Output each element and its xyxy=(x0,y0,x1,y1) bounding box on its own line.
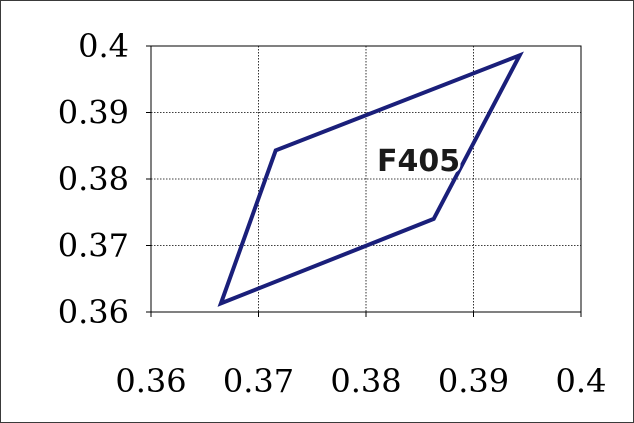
x-tick-label: 0.4 xyxy=(556,362,607,400)
x-tick-label: 0.39 xyxy=(438,362,509,400)
x-tick-label: 0.36 xyxy=(115,362,186,400)
y-tick-label: 0.37 xyxy=(58,227,129,265)
grid xyxy=(151,46,581,312)
y-tick-label: 0.38 xyxy=(58,160,129,198)
x-tick-label: 0.37 xyxy=(223,362,294,400)
x-axis-ticks: 0.36 0.37 0.38 0.39 0.4 xyxy=(115,312,606,400)
y-tick-label: 0.36 xyxy=(58,293,129,331)
y-axis-ticks: 0.36 0.37 0.38 0.39 0.4 xyxy=(58,27,151,331)
x-tick-label: 0.38 xyxy=(330,362,401,400)
y-tick-label: 0.39 xyxy=(58,94,129,132)
y-tick-label: 0.4 xyxy=(78,27,129,65)
series xyxy=(217,51,524,307)
series-annotation: F405 xyxy=(377,144,460,179)
